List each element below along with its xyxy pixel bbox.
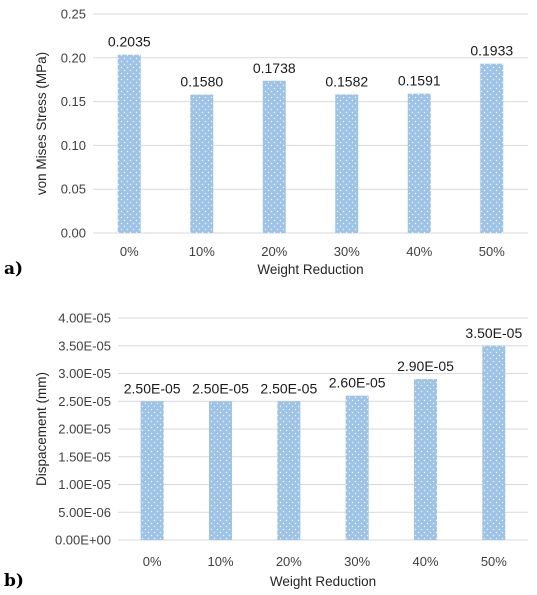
y-axis-title: Dispacement (mm) [34, 372, 49, 486]
bar [414, 379, 437, 540]
data-label: 2.90E-05 [397, 358, 454, 374]
data-label: 0.1582 [325, 73, 368, 89]
x-tick-label: 20% [261, 244, 287, 259]
y-tick-label: 3.50E-05 [58, 338, 111, 353]
panel-label: b) [4, 571, 24, 591]
data-label: 2.50E-05 [260, 380, 317, 396]
panel-label: a) [4, 259, 23, 279]
data-label: 0.1591 [398, 73, 441, 89]
bar [335, 94, 359, 233]
data-label: 0.1738 [253, 60, 296, 76]
y-tick-label: 2.50E-05 [58, 394, 111, 409]
x-tick-label: 40% [412, 554, 438, 569]
data-label: 2.50E-05 [192, 380, 249, 396]
x-tick-label: 30% [344, 554, 370, 569]
bar [262, 80, 286, 234]
bar [482, 345, 506, 540]
y-tick-label: 0.10 [61, 138, 86, 153]
x-tick-label: 30% [334, 244, 360, 259]
x-tick-label: 20% [276, 554, 302, 569]
x-tick-label: 50% [481, 554, 507, 569]
bar [140, 401, 164, 540]
y-tick-label: 1.00E-05 [58, 477, 111, 492]
bar [209, 401, 232, 540]
y-tick-label: 5.00E-06 [58, 505, 111, 520]
y-tick-label: 2.00E-05 [58, 422, 111, 437]
bar [277, 401, 301, 540]
x-axis-title: Weight Reduction [270, 574, 376, 589]
x-tick-label: 0% [143, 554, 162, 569]
x-tick-label: 50% [479, 244, 505, 259]
y-tick-label: 0.15 [61, 94, 86, 109]
y-tick-label: 4.00E-05 [58, 311, 111, 326]
data-label: 0.1580 [180, 74, 223, 90]
y-tick-label: 1.50E-05 [58, 449, 111, 464]
y-tick-label: 0.20 [61, 50, 86, 65]
y-tick-label: 0.00 [61, 226, 86, 241]
bar [480, 63, 504, 233]
x-tick-label: 10% [207, 554, 233, 569]
data-label: 0.1933 [470, 43, 513, 59]
bar [190, 94, 214, 233]
data-label: 2.50E-05 [124, 380, 181, 396]
y-tick-label: 0.05 [61, 182, 86, 197]
y-tick-label: 0.25 [61, 7, 86, 22]
bar [117, 54, 141, 233]
data-label: 3.50E-05 [465, 325, 522, 341]
chart-a: 0.00 0.05 0.10 0.15 0.20 0.25 0.2035 0% 0.1580 10… [4, 7, 528, 279]
data-label: 2.60E-05 [329, 375, 386, 391]
x-tick-label: 0% [120, 244, 139, 259]
chart-b: 0.00E+00 5.00E-06 1.00E-05 1.50E-05 2.00E-05… [4, 311, 528, 591]
bar [407, 93, 431, 233]
x-axis-title: Weight Reduction [257, 262, 363, 277]
y-axis-title: von Mises Stress (MPa) [34, 52, 49, 195]
x-tick-label: 10% [189, 244, 215, 259]
y-tick-label: 0.00E+00 [55, 533, 111, 548]
y-tick-label: 3.00E-05 [58, 366, 111, 381]
data-label: 0.2035 [108, 34, 151, 50]
x-tick-label: 40% [406, 244, 432, 259]
bar [345, 395, 369, 540]
